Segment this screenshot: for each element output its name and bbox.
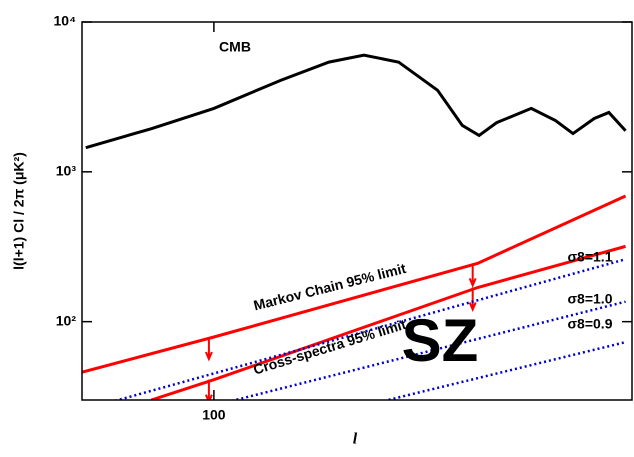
upper-limit-arrow xyxy=(204,379,213,400)
series-line xyxy=(382,340,626,400)
upper-limit-arrow xyxy=(468,287,477,313)
x-axis-label: l xyxy=(353,431,358,448)
series-line xyxy=(85,53,627,150)
series-line xyxy=(230,300,626,400)
y-axis-label: l(l+1) Cl / 2π (μK²) xyxy=(11,152,27,270)
upper-limit-arrow xyxy=(468,263,477,288)
plot-area xyxy=(82,53,627,400)
series-label: CMB xyxy=(219,39,251,55)
y-tick-label: 10⁴ xyxy=(54,13,77,29)
frame xyxy=(81,21,633,401)
series-line xyxy=(82,194,627,374)
series-line xyxy=(150,244,626,400)
y-tick-label: 10³ xyxy=(56,163,77,179)
series-label: σ8=0.9 xyxy=(567,316,612,332)
series-label: Cross-spectra 95% limit xyxy=(251,316,408,378)
upper-limit-arrow xyxy=(204,336,213,362)
annotation: SZ xyxy=(402,307,479,374)
x-tick-label: 100 xyxy=(202,407,226,423)
series-label: σ8=1.0 xyxy=(567,291,612,307)
series-label: σ8=1.1 xyxy=(567,249,612,265)
series-line xyxy=(113,258,626,400)
y-tick-label: 10² xyxy=(56,312,77,328)
